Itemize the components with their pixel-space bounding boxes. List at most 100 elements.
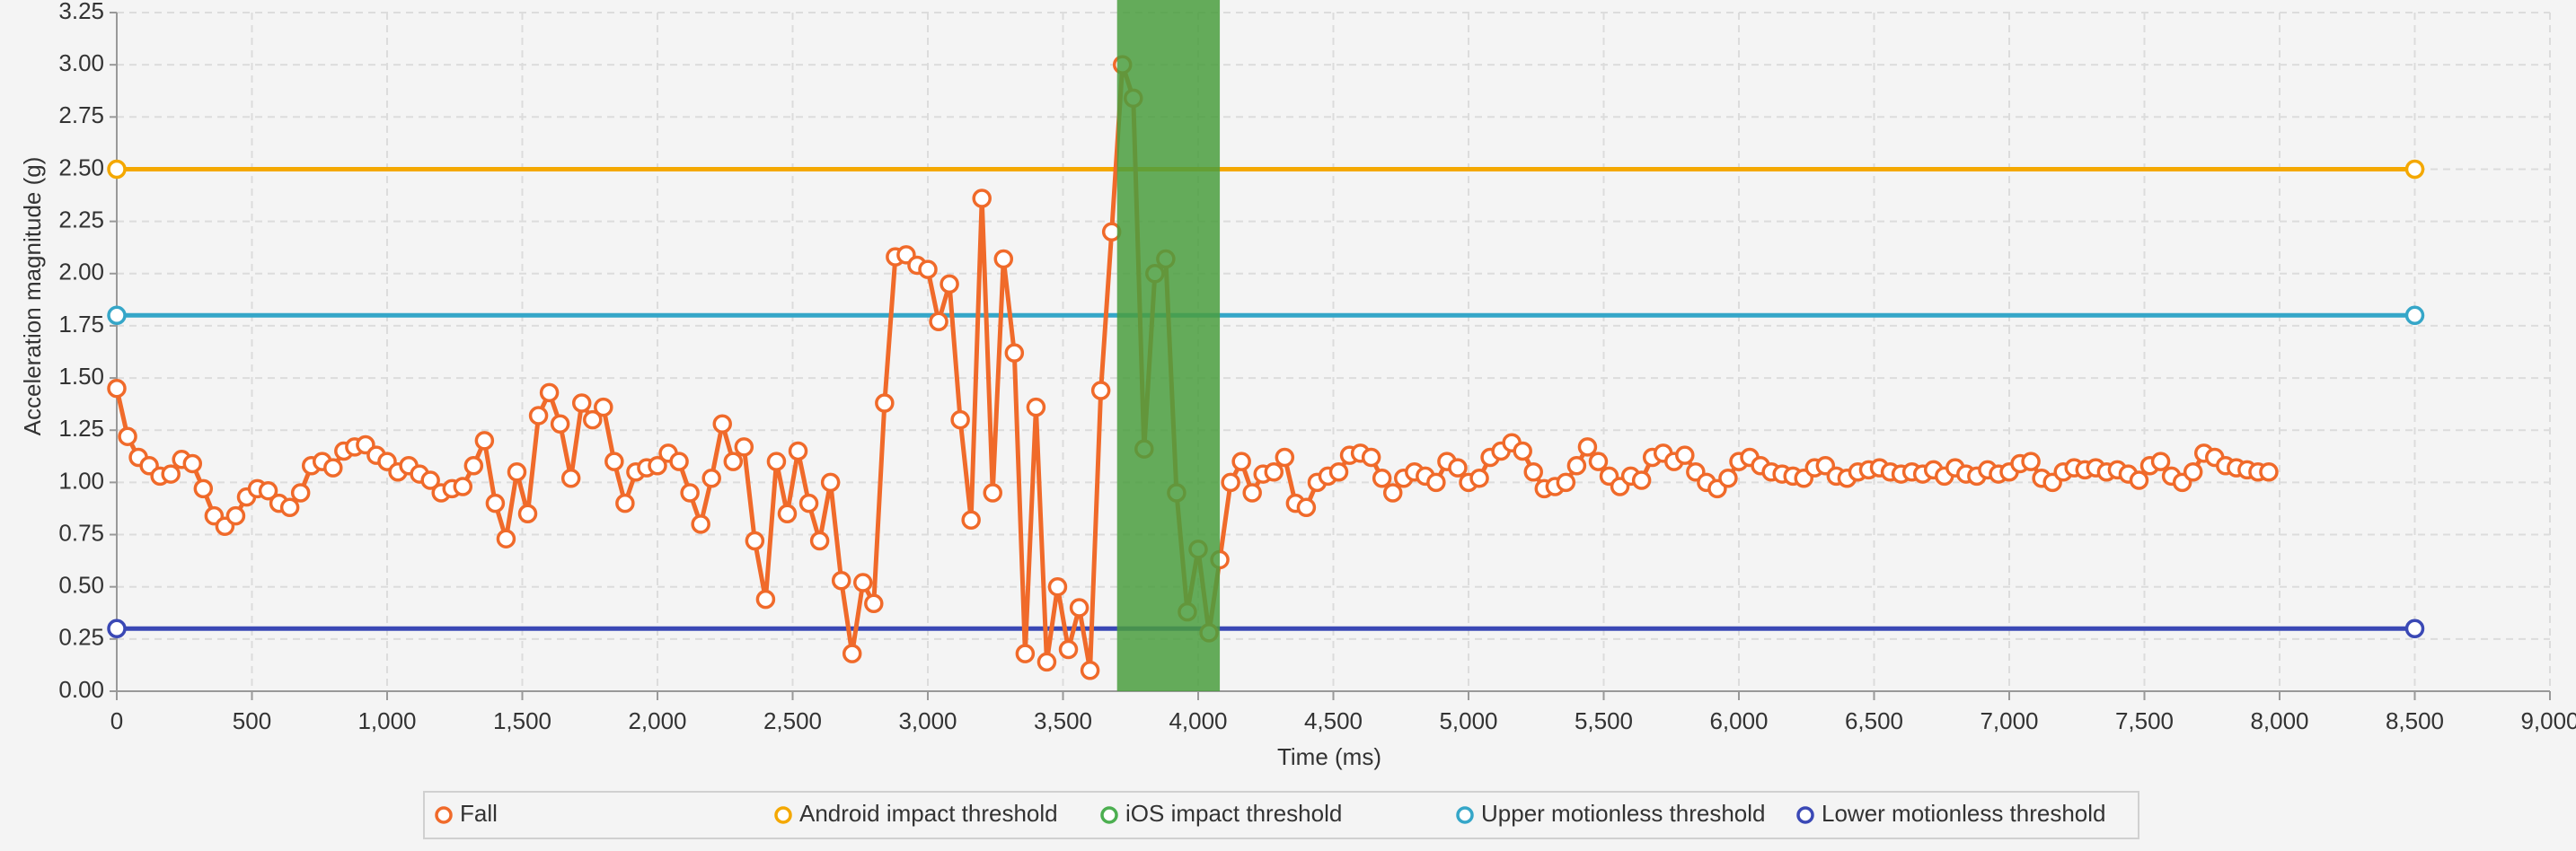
x-tick-label: 8,500 xyxy=(2386,707,2444,734)
data-point xyxy=(669,452,689,471)
data-point xyxy=(1448,458,1468,478)
data-point xyxy=(777,504,798,524)
data-point xyxy=(820,472,841,493)
data-point xyxy=(1047,576,1068,597)
x-tick-label: 5,000 xyxy=(1439,707,1497,734)
x-tick-label: 1,500 xyxy=(493,707,551,734)
x-tick-label: 3,000 xyxy=(898,707,957,734)
y-axis-title: Acceleration magnitude (g) xyxy=(19,157,46,436)
data-point xyxy=(1026,397,1046,417)
data-point xyxy=(604,452,624,471)
data-point xyxy=(107,305,127,326)
data-point xyxy=(323,458,343,478)
data-point xyxy=(507,462,527,482)
data-point xyxy=(225,505,246,526)
data-point xyxy=(798,493,819,513)
legend-box xyxy=(423,791,2139,839)
y-tick-label: 2.50 xyxy=(58,154,104,180)
data-point xyxy=(1566,456,1587,476)
data-point xyxy=(2259,462,2279,482)
data-point xyxy=(1221,472,1240,493)
data-point xyxy=(1090,381,1111,400)
x-tick-label: 4,500 xyxy=(1304,707,1363,734)
legend-label: iOS impact threshold xyxy=(1125,800,1342,827)
legend-marker xyxy=(1100,806,1118,824)
data-point xyxy=(2150,452,2171,471)
data-point xyxy=(594,397,613,417)
data-point xyxy=(1556,472,1576,493)
data-point xyxy=(161,464,181,484)
x-tick-label: 7,000 xyxy=(1980,707,2038,734)
data-point xyxy=(2183,462,2203,482)
data-point xyxy=(279,497,300,518)
data-point xyxy=(983,483,1002,503)
y-tick-label: 1.00 xyxy=(58,467,104,494)
data-point xyxy=(474,431,495,451)
data-point xyxy=(615,493,635,513)
data-point xyxy=(550,414,570,434)
data-point xyxy=(1718,468,1738,488)
data-point xyxy=(1015,644,1036,663)
x-tick-label: 6,000 xyxy=(1709,707,1768,734)
y-tick-label: 0.00 xyxy=(58,676,104,703)
x-tick-label: 500 xyxy=(233,707,271,734)
y-tick-label: 3.00 xyxy=(58,49,104,76)
data-point xyxy=(1275,447,1295,468)
data-point xyxy=(453,477,473,496)
data-point xyxy=(1080,660,1100,680)
data-point xyxy=(2404,305,2425,326)
x-tick-label: 4,000 xyxy=(1169,707,1227,734)
data-point xyxy=(712,414,732,434)
data-point xyxy=(1361,447,1381,468)
data-point xyxy=(1426,472,1446,493)
legend-marker xyxy=(774,806,792,824)
data-point xyxy=(485,493,506,513)
legend-label: Android impact threshold xyxy=(799,800,1058,827)
data-point xyxy=(1264,462,1284,482)
data-point xyxy=(107,378,127,399)
data-point xyxy=(1513,441,1532,461)
data-point xyxy=(1631,470,1652,490)
data-point xyxy=(918,259,938,279)
data-point xyxy=(1069,598,1090,618)
data-point xyxy=(420,470,440,490)
data-point xyxy=(950,409,970,430)
data-point xyxy=(118,426,137,446)
legend-label: Fall xyxy=(460,800,498,827)
y-tick-label: 2.75 xyxy=(58,101,104,128)
data-point xyxy=(929,311,948,332)
data-point xyxy=(290,483,311,503)
x-tick-label: 1,000 xyxy=(357,707,416,734)
data-point xyxy=(842,644,862,663)
data-point xyxy=(1382,483,1403,503)
x-tick-label: 3,500 xyxy=(1034,707,1092,734)
data-point xyxy=(1004,343,1025,363)
legend-marker xyxy=(1456,806,1474,824)
data-point xyxy=(560,468,581,488)
data-point xyxy=(766,452,787,471)
data-point xyxy=(1037,652,1057,672)
data-point xyxy=(2404,619,2425,638)
x-tick-label: 2,000 xyxy=(628,707,686,734)
data-point xyxy=(182,453,203,474)
data-point xyxy=(2129,470,2149,490)
data-point xyxy=(1231,452,1251,471)
data-point xyxy=(1577,437,1598,457)
y-tick-label: 1.75 xyxy=(58,311,104,338)
highlight-band xyxy=(1116,0,1221,691)
data-point xyxy=(961,510,981,531)
legend-marker xyxy=(435,806,453,824)
data-point xyxy=(680,483,700,503)
data-point xyxy=(2021,452,2041,471)
y-tick-label: 0.75 xyxy=(58,519,104,546)
y-tick-label: 0.50 xyxy=(58,572,104,599)
data-point xyxy=(463,456,484,476)
data-point xyxy=(723,452,744,471)
data-point xyxy=(1523,462,1543,482)
data-point xyxy=(745,531,765,551)
data-point xyxy=(1296,497,1317,518)
data-point xyxy=(2404,159,2425,180)
data-point xyxy=(755,589,776,610)
